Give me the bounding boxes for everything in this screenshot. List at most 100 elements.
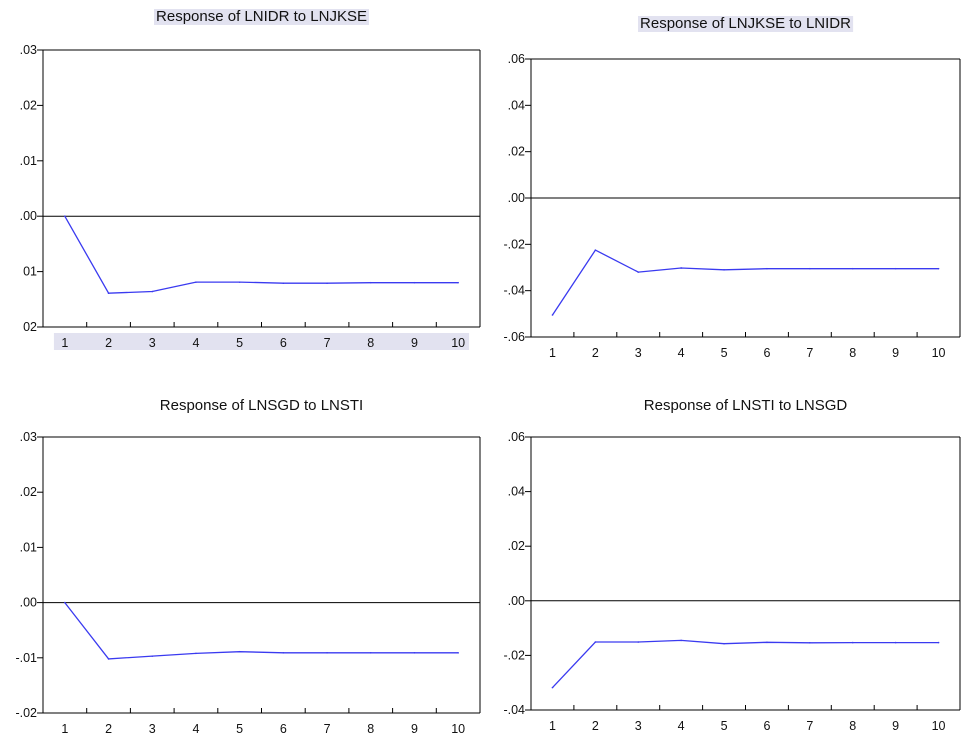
- data-point: [809, 268, 811, 270]
- x-tick-label: 7: [324, 336, 331, 350]
- data-point: [64, 215, 66, 217]
- x-tick-label: 5: [721, 719, 728, 733]
- chart-panel-2: Response of LNJKSE to LNIDR .06 .04 .02 .00 -…: [503, 15, 960, 360]
- y-tick-label: .06: [508, 52, 525, 66]
- x-tick-label: 1: [61, 722, 68, 736]
- y-tick-label: 02: [23, 320, 37, 334]
- data-point: [108, 292, 110, 294]
- y-tick-label: -.01: [15, 651, 37, 665]
- data-point: [595, 249, 597, 251]
- x-tick-label: 9: [411, 336, 418, 350]
- data-point: [151, 291, 153, 293]
- y-tick-label: .02: [508, 145, 525, 159]
- data-point: [766, 268, 768, 270]
- x-tick-label: 1: [61, 336, 68, 350]
- data-point: [637, 271, 639, 273]
- response-line: [553, 250, 939, 315]
- x-tick-label: 9: [892, 346, 899, 360]
- data-point: [552, 687, 554, 689]
- x-tick-label: 6: [280, 336, 287, 350]
- data-point: [938, 642, 940, 644]
- y-tick-label: .04: [508, 98, 525, 112]
- y-tick-label: .03: [20, 43, 37, 57]
- y-tick-label: .03: [20, 430, 37, 444]
- x-tick-label: 10: [932, 719, 946, 733]
- x-tick-label: 8: [367, 336, 374, 350]
- data-point: [895, 268, 897, 270]
- x-tick-label: 2: [592, 719, 599, 733]
- x-tick-label: 3: [149, 722, 156, 736]
- x-tick-label: 4: [192, 722, 199, 736]
- data-point: [680, 267, 682, 269]
- data-point: [239, 281, 241, 283]
- x-tick-label: 2: [105, 722, 112, 736]
- data-point: [151, 655, 153, 657]
- data-point: [326, 282, 328, 284]
- y-tick-label: .02: [20, 485, 37, 499]
- x-tick-label: 4: [678, 719, 685, 733]
- x-tick-label: 8: [367, 722, 374, 736]
- y-tick-label: .00: [508, 191, 525, 205]
- response-line: [553, 640, 939, 687]
- x-tick-label: 2: [105, 336, 112, 350]
- x-tick-label: 5: [721, 346, 728, 360]
- x-tick-label: 3: [149, 336, 156, 350]
- x-tick-label: 9: [892, 719, 899, 733]
- chart-title: Response of LNSGD to LNSTI: [160, 397, 363, 414]
- data-point: [852, 268, 854, 270]
- data-point: [414, 282, 416, 284]
- data-point: [195, 653, 197, 655]
- data-point: [680, 640, 682, 642]
- x-tick-label: 3: [635, 346, 642, 360]
- x-tick-label: 3: [635, 719, 642, 733]
- chart-panel-3: Response of LNSGD to LNSTI .03 .02 .01 .00 -.…: [15, 397, 480, 736]
- y-tick-label: -.04: [503, 284, 525, 298]
- y-tick-label: -.06: [503, 330, 525, 344]
- data-point: [64, 602, 66, 604]
- y-tick-label: .02: [508, 539, 525, 553]
- data-point: [239, 651, 241, 653]
- y-tick-label: .01: [20, 154, 37, 168]
- y-tick-label: .00: [20, 209, 37, 223]
- y-tick-label: -.02: [503, 648, 525, 662]
- x-tick-label: 4: [678, 346, 685, 360]
- x-tick-label: 10: [451, 336, 465, 350]
- x-tick-label: 7: [806, 346, 813, 360]
- y-tick-label: 01: [23, 265, 37, 279]
- data-point: [552, 314, 554, 316]
- x-tick-label: 10: [451, 722, 465, 736]
- data-point: [809, 642, 811, 644]
- x-labels-highlight: [54, 333, 469, 350]
- y-tick-label: .04: [508, 485, 525, 499]
- x-tick-label: 2: [592, 346, 599, 360]
- y-tick-label: -.02: [15, 706, 37, 720]
- data-point: [723, 269, 725, 271]
- y-tick-label: -.02: [503, 237, 525, 251]
- y-tick-label: .02: [20, 98, 37, 112]
- y-tick-label: .01: [20, 540, 37, 554]
- response-line: [65, 603, 458, 659]
- x-tick-label: 1: [549, 719, 556, 733]
- data-point: [283, 282, 285, 284]
- data-point: [637, 641, 639, 643]
- x-tick-label: 7: [806, 719, 813, 733]
- y-tick-label: .06: [508, 430, 525, 444]
- data-point: [414, 652, 416, 654]
- data-point: [938, 268, 940, 270]
- x-tick-label: 8: [849, 346, 856, 360]
- y-tick-label: -.04: [503, 703, 525, 717]
- chart-title: Response of LNJKSE to LNIDR: [640, 15, 851, 32]
- x-tick-label: 4: [192, 336, 199, 350]
- data-point: [895, 642, 897, 644]
- data-point: [195, 281, 197, 283]
- x-tick-label: 7: [324, 722, 331, 736]
- x-tick-label: 5: [236, 336, 243, 350]
- data-point: [852, 642, 854, 644]
- data-point: [326, 652, 328, 654]
- x-tick-label: 10: [932, 346, 946, 360]
- x-tick-label: 9: [411, 722, 418, 736]
- x-tick-label: 6: [763, 719, 770, 733]
- chart-title: Response of LNSTI to LNSGD: [644, 397, 848, 414]
- data-point: [370, 282, 372, 284]
